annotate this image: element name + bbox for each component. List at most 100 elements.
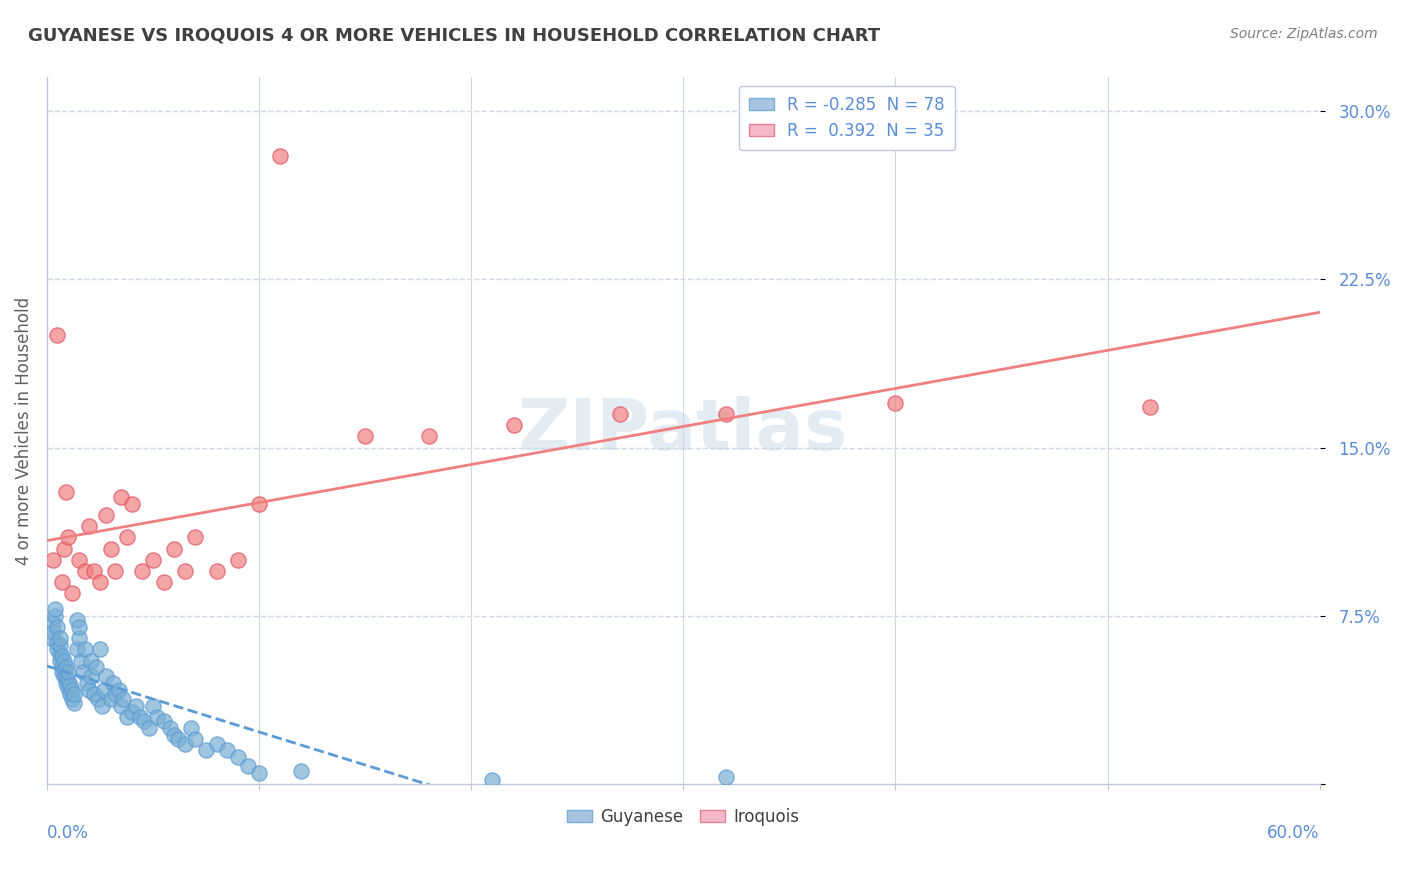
Point [59, 687, 82, 701]
Point [46, 636, 69, 650]
Point [184, 732, 207, 747]
Point [69, 654, 91, 668]
Point [52, 654, 75, 668]
Point [46, 620, 69, 634]
Point [217, 743, 239, 757]
Point [173, 737, 195, 751]
Point [60, 586, 83, 600]
Point [63, 687, 86, 701]
Point [51, 658, 73, 673]
Point [75, 564, 97, 578]
Point [76, 676, 98, 690]
Point [67, 632, 90, 646]
Point [159, 721, 181, 735]
Point [52, 663, 75, 677]
Point [121, 706, 143, 720]
Point [142, 553, 165, 567]
Point [56, 665, 79, 679]
Point [104, 564, 127, 578]
Point [60, 691, 83, 706]
Point [55, 669, 77, 683]
Text: ZIPatlas: ZIPatlas [519, 396, 848, 466]
Text: Source: ZipAtlas.com: Source: ZipAtlas.com [1230, 27, 1378, 41]
Point [418, 429, 440, 443]
Point [51, 649, 73, 664]
Point [100, 691, 122, 706]
Y-axis label: 4 or more Vehicles in Household: 4 or more Vehicles in Household [15, 297, 32, 565]
Point [290, 764, 312, 778]
Point [100, 541, 122, 556]
Point [80, 669, 103, 683]
Point [184, 530, 207, 544]
Point [714, 770, 737, 784]
Point [129, 710, 152, 724]
Point [146, 710, 169, 724]
Point [56, 530, 79, 544]
Point [67, 553, 90, 567]
Point [56, 673, 79, 688]
Point [72, 665, 94, 679]
Point [96, 508, 118, 522]
Point [56, 681, 79, 695]
Point [80, 654, 103, 668]
Point [39, 632, 62, 646]
Point [79, 519, 101, 533]
Point [180, 721, 202, 735]
Point [226, 553, 249, 567]
Point [125, 698, 148, 713]
Point [205, 737, 228, 751]
Legend: Guyanese, Iroquois: Guyanese, Iroquois [561, 801, 806, 832]
Point [46, 328, 69, 343]
Point [87, 691, 110, 706]
Point [44, 608, 66, 623]
Point [91, 698, 114, 713]
Point [714, 407, 737, 421]
Point [101, 676, 124, 690]
Point [117, 710, 139, 724]
Point [205, 564, 228, 578]
Point [134, 714, 156, 729]
Text: 60.0%: 60.0% [1267, 824, 1320, 842]
Point [110, 490, 132, 504]
Point [163, 541, 186, 556]
Point [48, 647, 70, 661]
Point [51, 575, 73, 590]
Point [247, 497, 270, 511]
Point [152, 575, 174, 590]
Point [138, 721, 160, 735]
Point [142, 698, 165, 713]
Point [121, 497, 143, 511]
Point [59, 678, 82, 692]
Point [502, 418, 524, 433]
Point [51, 665, 73, 679]
Point [238, 759, 260, 773]
Point [42, 615, 65, 630]
Point [481, 772, 503, 787]
Point [195, 743, 218, 757]
Point [247, 765, 270, 780]
Point [1139, 401, 1161, 415]
Point [48, 654, 70, 668]
Point [84, 660, 107, 674]
Point [96, 669, 118, 683]
Point [89, 642, 111, 657]
Point [609, 407, 631, 421]
Point [55, 676, 77, 690]
Point [46, 642, 69, 657]
Point [226, 750, 249, 764]
Point [65, 613, 87, 627]
Point [152, 714, 174, 729]
Point [63, 696, 86, 710]
Point [55, 485, 77, 500]
Point [55, 660, 77, 674]
Point [52, 669, 75, 683]
Point [79, 682, 101, 697]
Point [65, 642, 87, 657]
Point [75, 642, 97, 657]
Point [48, 632, 70, 646]
Text: GUYANESE VS IROQUOIS 4 OR MORE VEHICLES IN HOUSEHOLD CORRELATION CHART: GUYANESE VS IROQUOIS 4 OR MORE VEHICLES … [28, 27, 880, 45]
Point [83, 564, 105, 578]
Point [108, 682, 131, 697]
Point [884, 395, 907, 409]
Point [67, 620, 90, 634]
